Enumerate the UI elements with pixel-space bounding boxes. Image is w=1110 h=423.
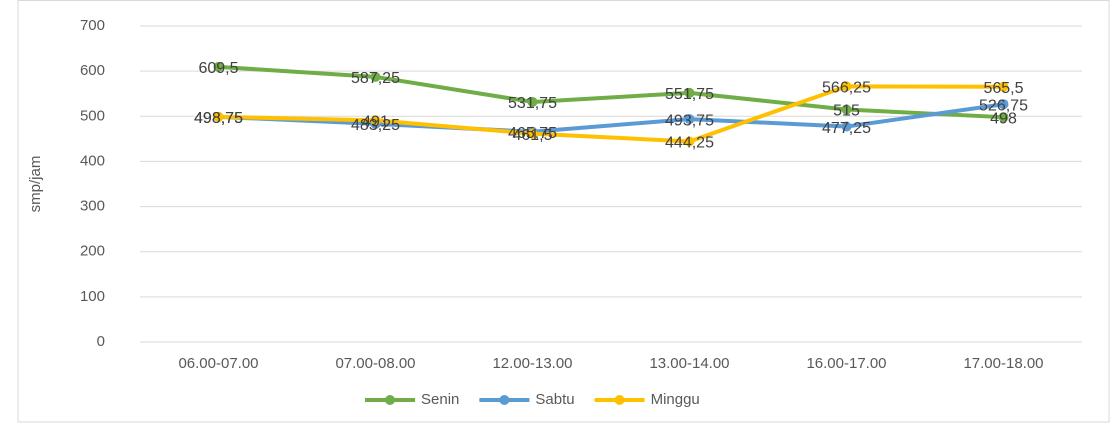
marker [370,115,381,126]
legend-marker [614,395,625,405]
marker [684,136,695,147]
data-label: 565,5 [983,80,1023,97]
data-label: 526,75 [979,97,1028,114]
data-label: 493,75 [665,112,714,129]
marker [841,104,852,115]
data-label: 465,75 [508,125,557,142]
x-tick-label: 06.00-07.00 [178,355,258,372]
series-line [218,84,1004,144]
legend-marker [385,395,395,405]
y-axis-label: smp/jam [27,156,44,213]
data-label: 531,75 [508,95,557,112]
y-tick-label: 500 [80,107,105,124]
y-tick-label: 400 [80,152,105,169]
y-tick-label: 700 [80,17,105,34]
data-label: 609,5 [198,60,238,77]
marker [841,81,852,92]
marker [998,99,1009,110]
x-tick-label: 12.00-13.00 [492,355,572,372]
marker [213,61,224,72]
series-line [218,64,1004,120]
data-label: 498,75 [194,110,243,127]
x-tick-label: 07.00-08.00 [335,355,415,372]
data-label: 498,75 [194,110,243,127]
data-label: 483,25 [351,117,400,134]
data-label: 498 [990,110,1017,127]
legend-label: Senin [421,391,459,408]
y-tick-label: 100 [80,288,105,305]
y-tick-label: 600 [80,62,105,79]
marker [370,71,381,82]
data-label: 587,25 [351,70,400,87]
legend-label: Sabtu [535,391,574,408]
data-label: 444,25 [665,135,714,152]
data-label: 491 [362,114,389,131]
marker [527,128,538,139]
marker [684,87,695,98]
legend-marker [499,395,510,405]
data-label: 461,5 [512,127,552,144]
x-tick-label: 16.00-17.00 [806,355,886,372]
data-label: 515 [833,103,860,120]
marker [213,111,224,122]
legend-label: Minggu [651,391,700,408]
data-label: 566,25 [822,80,871,97]
y-tick-label: 200 [80,243,105,260]
series-line [218,102,1004,134]
marker [684,114,695,125]
data-label: 551,75 [665,86,714,103]
marker [998,112,1009,123]
y-tick-label: 0 [97,333,105,350]
marker [527,96,538,107]
x-tick-label: 17.00-18.00 [963,355,1043,372]
chart-frame [17,0,1110,423]
marker [998,81,1009,92]
x-tick-label: 13.00-14.00 [649,355,729,372]
y-tick-label: 300 [80,198,105,215]
marker [841,121,852,132]
data-label: 477,25 [822,120,871,137]
